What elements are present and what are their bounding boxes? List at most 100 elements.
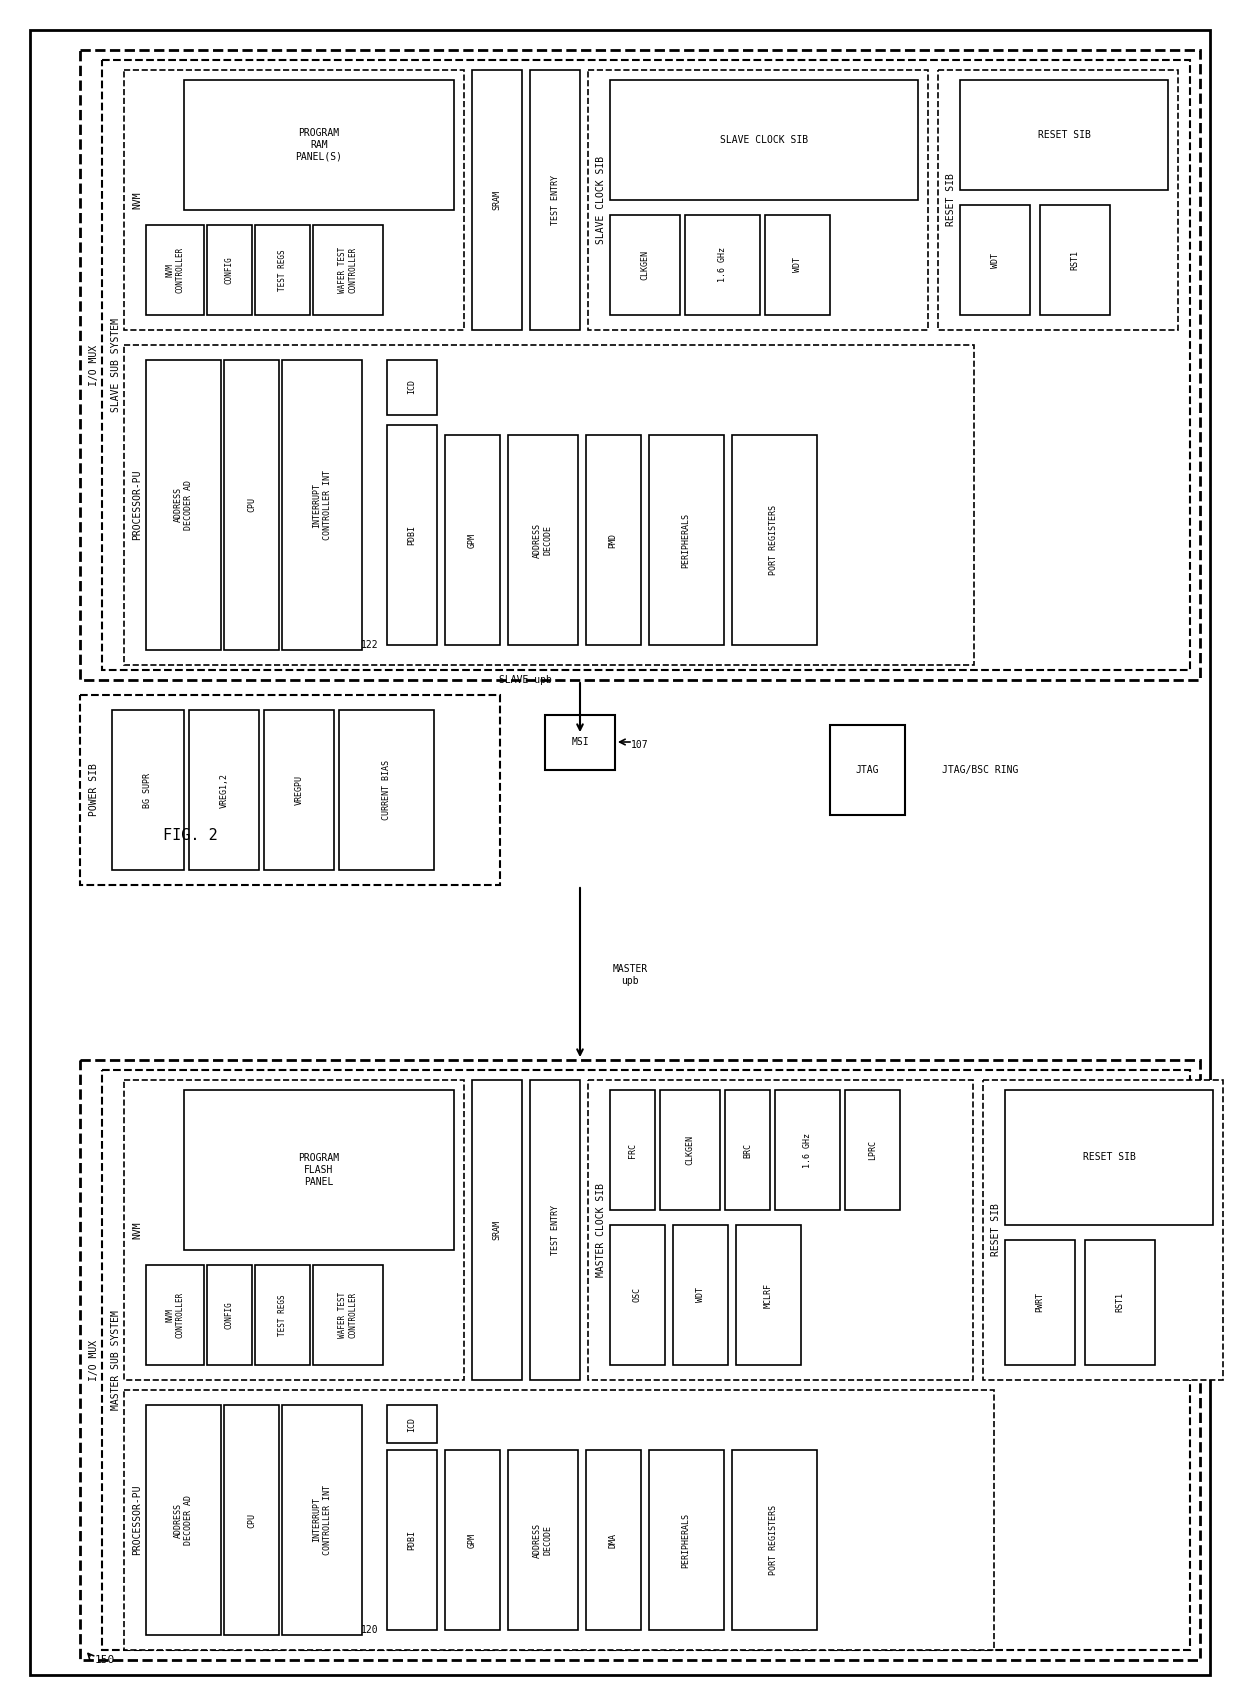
Bar	[610, 215, 680, 315]
Text: PROCESSOR-PU: PROCESSOR-PU	[131, 1485, 143, 1555]
Bar	[146, 225, 205, 315]
Text: I/O MUX: I/O MUX	[89, 1340, 99, 1381]
Bar	[529, 1079, 580, 1379]
Bar	[81, 1061, 1200, 1661]
Text: ICD: ICD	[408, 380, 417, 394]
Bar	[224, 1405, 279, 1635]
Bar	[660, 1089, 720, 1211]
Text: CONFIG: CONFIG	[224, 1301, 234, 1328]
Text: FIG. 2: FIG. 2	[162, 827, 217, 842]
Bar	[529, 70, 580, 331]
Text: ICD: ICD	[408, 1417, 417, 1432]
Bar	[587, 435, 641, 644]
Text: 1.6 GHz: 1.6 GHz	[804, 1132, 812, 1168]
Text: CPU: CPU	[247, 1512, 255, 1528]
Text: MCLRF: MCLRF	[764, 1282, 773, 1308]
Text: INTERRUPT
CONTROLLER INT: INTERRUPT CONTROLLER INT	[312, 1485, 332, 1555]
Bar	[146, 1265, 205, 1366]
Bar	[546, 714, 615, 771]
Text: CLKGEN: CLKGEN	[686, 1136, 694, 1165]
Bar	[472, 70, 522, 331]
Bar	[472, 1079, 522, 1379]
Bar	[184, 1089, 454, 1250]
Bar	[312, 225, 383, 315]
Bar	[102, 60, 1190, 670]
Bar	[281, 1405, 362, 1635]
Bar	[684, 215, 760, 315]
Bar	[281, 360, 362, 650]
Text: PDBI: PDBI	[408, 525, 417, 546]
Text: CURRENT BIAS: CURRENT BIAS	[382, 760, 391, 820]
Text: ADDRESS
DECODE: ADDRESS DECODE	[533, 1523, 553, 1557]
Text: FRC: FRC	[627, 1142, 637, 1158]
Text: NVM: NVM	[131, 191, 143, 208]
Text: RESET SIB: RESET SIB	[946, 174, 956, 227]
Bar	[124, 1079, 464, 1379]
Bar	[649, 1449, 724, 1630]
Text: WDT: WDT	[794, 257, 802, 273]
Bar	[983, 1079, 1223, 1379]
Bar	[184, 80, 454, 210]
Text: SRAM: SRAM	[492, 1221, 501, 1240]
Bar	[339, 709, 434, 870]
Bar	[255, 1265, 310, 1366]
Bar	[673, 1224, 728, 1366]
Text: NVM: NVM	[131, 1221, 143, 1240]
Bar	[775, 1089, 839, 1211]
Bar	[732, 435, 817, 644]
Bar	[387, 360, 436, 414]
Text: 120: 120	[361, 1625, 378, 1635]
Text: TEST REGS: TEST REGS	[278, 1294, 286, 1335]
Bar	[830, 725, 905, 815]
Bar	[264, 709, 334, 870]
Text: 122: 122	[361, 639, 378, 650]
Text: WDT: WDT	[696, 1287, 706, 1303]
Text: SLAVE upb: SLAVE upb	[498, 675, 552, 685]
Text: CPU: CPU	[247, 498, 255, 513]
Bar	[146, 360, 221, 650]
Text: PORT REGISTERS: PORT REGISTERS	[770, 505, 779, 575]
Text: CONFIG: CONFIG	[224, 256, 234, 283]
Text: PERIPHERALS: PERIPHERALS	[682, 513, 691, 568]
Text: MASTER
upb: MASTER upb	[613, 965, 647, 985]
Bar	[587, 1449, 641, 1630]
Bar	[737, 1224, 801, 1366]
Text: 1.6 GHz: 1.6 GHz	[718, 247, 727, 283]
Text: WDT: WDT	[991, 252, 999, 268]
Bar	[207, 225, 252, 315]
Text: VREG1,2: VREG1,2	[219, 772, 228, 808]
Text: 150: 150	[95, 1656, 115, 1666]
Bar	[732, 1449, 817, 1630]
Text: ADDRESS
DECODER AD: ADDRESS DECODER AD	[174, 1495, 193, 1545]
Bar	[649, 435, 724, 644]
Bar	[255, 225, 310, 315]
Bar	[610, 80, 918, 199]
Text: PORT REGISTERS: PORT REGISTERS	[770, 1506, 779, 1575]
Text: CLKGEN: CLKGEN	[641, 251, 650, 280]
Text: OSC: OSC	[632, 1287, 642, 1303]
Text: SLAVE CLOCK SIB: SLAVE CLOCK SIB	[720, 135, 808, 145]
Bar	[765, 215, 830, 315]
Text: MSI: MSI	[572, 737, 589, 747]
Bar	[588, 70, 928, 331]
Bar	[588, 1079, 973, 1379]
Text: WAFER TEST
CONTROLLER: WAFER TEST CONTROLLER	[339, 247, 357, 293]
Text: TEST ENTRY: TEST ENTRY	[551, 176, 559, 225]
Bar	[508, 1449, 578, 1630]
Bar	[207, 1265, 252, 1366]
Bar	[1085, 1240, 1154, 1366]
Bar	[445, 1449, 500, 1630]
Text: SRAM: SRAM	[492, 189, 501, 210]
Text: MASTER CLOCK SIB: MASTER CLOCK SIB	[596, 1183, 606, 1277]
Bar	[387, 425, 436, 644]
Text: TEST ENTRY: TEST ENTRY	[551, 1205, 559, 1255]
Bar	[188, 709, 259, 870]
Text: DMA: DMA	[609, 1533, 618, 1548]
Text: SLAVE SUB SYSTEM: SLAVE SUB SYSTEM	[112, 319, 122, 413]
Text: GPM: GPM	[467, 532, 476, 547]
Text: ADDRESS
DECODE: ADDRESS DECODE	[533, 522, 553, 558]
Bar	[960, 205, 1030, 315]
Text: RESET SIB: RESET SIB	[991, 1204, 1001, 1257]
Text: PROGRAM
FLASH
PANEL: PROGRAM FLASH PANEL	[299, 1153, 340, 1187]
Text: POWER SIB: POWER SIB	[89, 764, 99, 817]
